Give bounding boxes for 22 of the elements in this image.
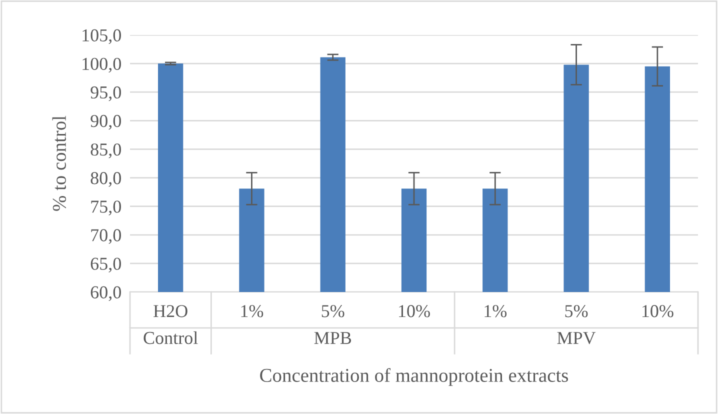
text: MPB	[314, 332, 352, 344]
y-tick-label: 60,0	[90, 286, 121, 302]
x-axis-title: Concentration of mannoprotein extracts	[260, 368, 568, 386]
y-tick-label: 95,0	[90, 86, 121, 102]
x-tick-label: H2O	[154, 305, 188, 318]
y-tick-label: 70,0	[91, 229, 121, 244]
x-tick-label: 10%	[399, 305, 430, 318]
text: Control	[144, 331, 198, 344]
y-tick-label: 85,0	[90, 143, 121, 158]
x-tick-label: 5%	[565, 305, 588, 318]
x-tick-label: 1%	[484, 305, 507, 318]
y-tick-label: 90,0	[90, 114, 121, 130]
y-tick-label: 80,0	[90, 172, 121, 187]
y-tick-label: 65,0	[90, 258, 121, 272]
x-tick-label: 1%	[241, 305, 264, 318]
y-tick-label: 75,0	[91, 200, 121, 216]
text: MPV	[557, 332, 596, 344]
y-tick-label: 100,0	[82, 58, 121, 73]
x-tick-label: 5%	[322, 305, 344, 318]
y-axis-title: % to control	[52, 116, 66, 211]
y-tick-label: 105,0	[82, 29, 121, 44]
x-tick-label: 10%	[642, 305, 674, 318]
